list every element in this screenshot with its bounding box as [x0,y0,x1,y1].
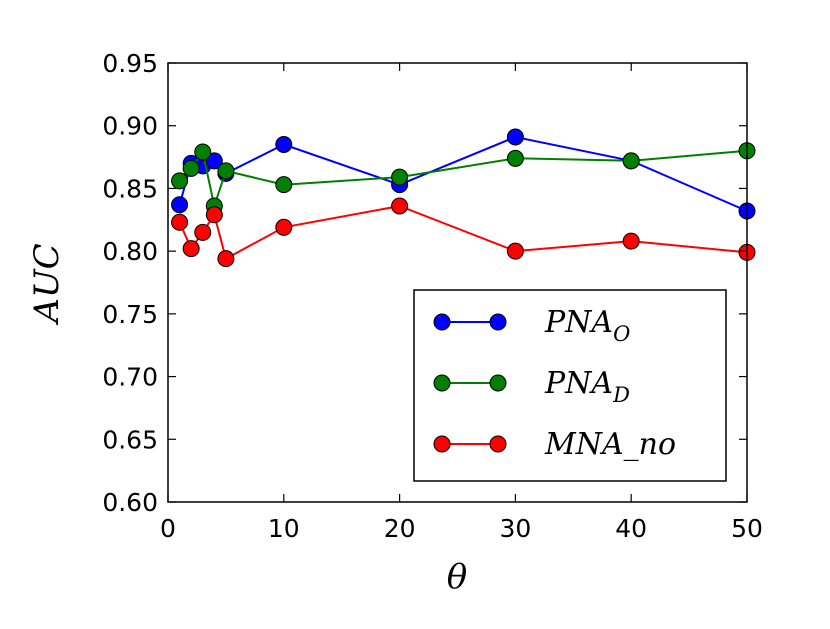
data-point [205,152,223,170]
x-tick-label: 0 [160,514,176,543]
x-tick-label: 30 [499,514,531,543]
series-pna-d [171,142,756,215]
x-tick-label: 40 [615,514,647,543]
legend-label: MNA_no [544,427,676,462]
legend-marker [489,374,507,392]
data-point [194,143,212,161]
data-point [506,242,524,260]
legend-box [413,289,727,482]
data-point [194,223,212,241]
legend-subscript: D [612,383,630,407]
x-tick-label: 10 [268,514,300,543]
legend-marker [433,435,451,453]
data-point [217,162,235,180]
data-point [171,172,189,190]
data-point [182,159,200,177]
series-mna-no [171,197,756,268]
data-point [622,152,640,170]
data-point [217,250,235,268]
data-point [171,196,189,214]
data-point [622,232,640,250]
data-point [205,206,223,224]
x-axis-label: θ [447,557,467,597]
y-axis-label: AUC [27,243,67,325]
y-tick-label: 0.65 [102,425,158,454]
x-tick-label: 20 [384,514,416,543]
y-tick-label: 0.90 [102,112,158,141]
data-point [275,176,293,194]
legend-marker [433,313,451,331]
data-point [171,213,189,231]
legend-item: MNA_no [433,427,676,462]
y-tick-label: 0.60 [102,488,158,517]
plot-frame [167,62,748,503]
ticks-layer: 0 10 20 30 40 50 0.60 0.65 0.70 0.75 0.80 0.85 0.90 0… [102,49,763,543]
legend-subscript: O [613,322,630,346]
y-tick-label: 0.95 [102,49,158,78]
legend-marker [433,374,451,392]
y-tick-label: 0.85 [102,174,158,203]
y-tick-label: 0.70 [102,363,158,392]
series-line [178,149,748,210]
series-layer [171,128,756,268]
data-point [391,197,409,215]
y-tick-label: 0.80 [102,237,158,266]
x-tick-label: 50 [731,514,763,543]
data-point [275,136,293,154]
data-point [391,168,409,186]
legend-marker [489,313,507,331]
series-line [178,204,748,261]
data-point [506,128,524,146]
data-point [275,218,293,236]
legend-item: PNAD [433,366,630,407]
legend-marker [489,435,507,453]
y-tick-label: 0.75 [102,300,158,329]
data-point [506,149,524,167]
data-point [182,240,200,258]
